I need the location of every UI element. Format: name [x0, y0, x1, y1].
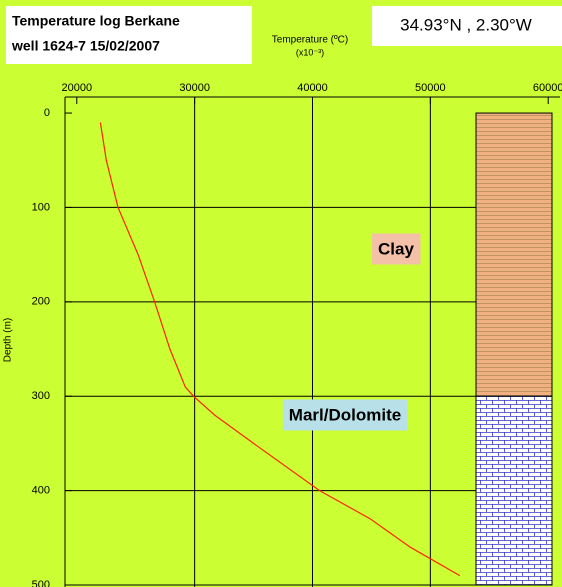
layer-label-box: [282, 399, 408, 431]
y-tick-label: 100: [32, 201, 50, 213]
temperature-line: [99, 122, 461, 577]
x-axis-label: Temperature (ºC): [272, 35, 348, 46]
x-tick-label: 60000: [533, 82, 562, 94]
lithology-layer: [475, 395, 553, 586]
x-tick-label: 50000: [415, 82, 446, 94]
chart-subtitle: well 1624-7 15/02/2007: [11, 38, 160, 54]
y-axis-label: Depth (m): [3, 318, 14, 362]
lithology-layer: [475, 112, 553, 397]
title-box: [6, 6, 252, 64]
x-tick-label: 30000: [179, 82, 210, 94]
y-tick-label: 300: [32, 390, 50, 402]
x-tick-label: 20000: [61, 82, 92, 94]
x-tick-label: 40000: [297, 82, 328, 94]
layer-label: Marl/Dolomite: [289, 405, 401, 424]
x-axis-unit: (x10⁻³): [296, 47, 324, 57]
y-tick-label: 200: [32, 296, 50, 308]
location: 34.93°N , 2.30°W: [400, 15, 532, 34]
layer-label-box: [372, 233, 421, 265]
layer-label: Clay: [378, 239, 414, 258]
y-tick-label: 500: [32, 579, 50, 587]
chart-title: Temperature log Berkane: [12, 13, 180, 29]
y-tick-label: 0: [44, 107, 50, 119]
y-tick-label: 400: [32, 485, 50, 497]
location-box: [372, 6, 562, 46]
